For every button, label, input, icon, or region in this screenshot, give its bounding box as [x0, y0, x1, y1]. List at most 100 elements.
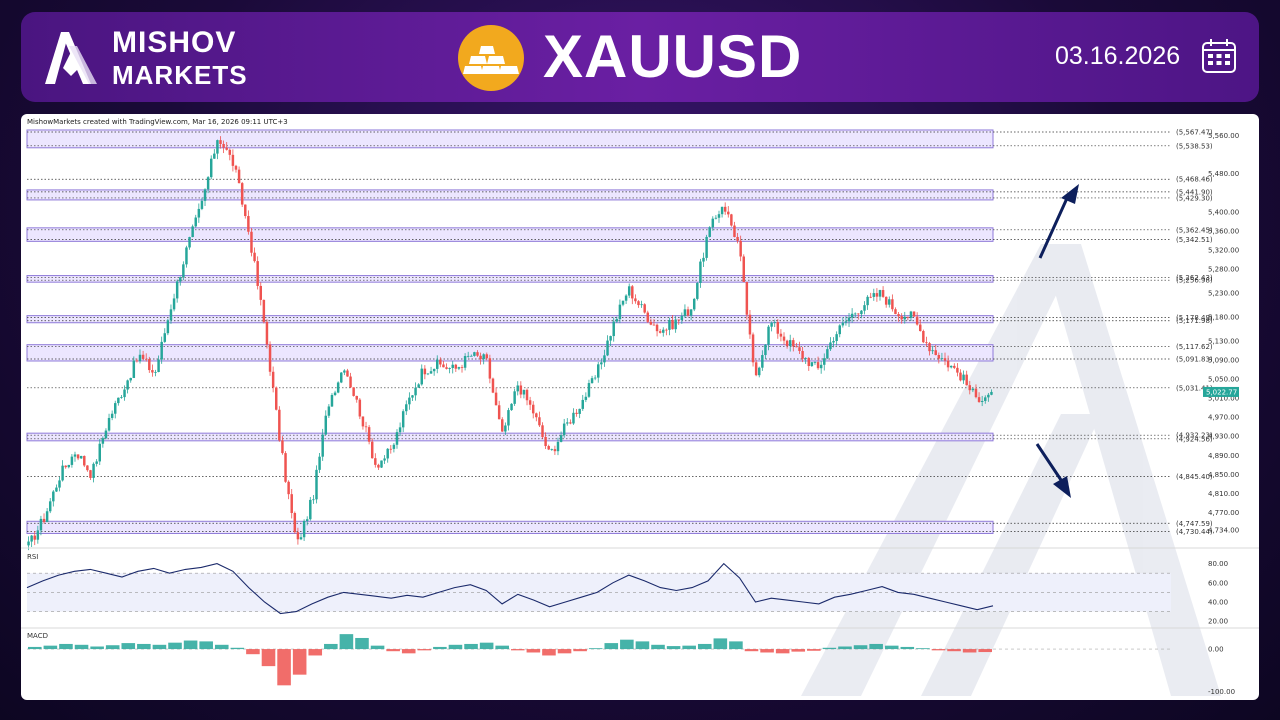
- candle: [240, 181, 244, 208]
- candle: [838, 324, 841, 338]
- candle: [429, 366, 433, 374]
- candle: [544, 432, 547, 450]
- price-tick-label: 5,360.00: [1208, 228, 1239, 236]
- macd-bar: [355, 637, 369, 650]
- price-chart[interactable]: (5,567.47) (5,538.53) (5,468.46) (5,441.90)…: [21, 114, 1259, 700]
- candle: [182, 261, 185, 281]
- macd-bar: [214, 644, 229, 650]
- candle: [284, 451, 287, 483]
- candle: [333, 390, 337, 397]
- candle: [528, 396, 532, 411]
- candle: [231, 149, 235, 172]
- candle: [860, 309, 863, 319]
- candle: [117, 397, 120, 406]
- candle: [872, 288, 876, 301]
- candle: [711, 216, 715, 231]
- macd-bar: [230, 647, 245, 650]
- macd-bar: [853, 645, 868, 650]
- macd-bar: [884, 645, 899, 650]
- sr-zone-6: [26, 432, 994, 442]
- macd-bar: [277, 649, 291, 686]
- candle: [807, 356, 811, 371]
- candle: [931, 345, 934, 355]
- candle: [742, 254, 745, 283]
- candle: [736, 233, 739, 244]
- candle: [727, 206, 730, 218]
- macd-bar: [339, 634, 354, 650]
- candle: [414, 382, 417, 401]
- candle: [581, 394, 584, 411]
- macd-bar: [760, 649, 774, 653]
- macd-bar: [666, 646, 681, 650]
- candle: [894, 307, 897, 315]
- candle: [813, 361, 817, 365]
- macd-bar: [588, 648, 603, 650]
- candle: [764, 344, 767, 360]
- candle: [624, 294, 628, 304]
- candle: [123, 385, 126, 401]
- candle: [835, 331, 838, 346]
- candle: [476, 350, 479, 357]
- candle: [420, 364, 423, 386]
- candle: [76, 454, 80, 461]
- level-label: (5,171.98): [1176, 317, 1213, 325]
- candle: [436, 355, 439, 374]
- candle: [336, 381, 340, 394]
- candle: [634, 294, 637, 304]
- price-tick-label: 4,930.00: [1208, 433, 1239, 441]
- candle: [751, 332, 755, 367]
- candle: [61, 460, 64, 482]
- candle: [377, 463, 380, 471]
- candle: [717, 210, 721, 223]
- candle: [120, 394, 123, 399]
- macd-bar: [511, 649, 525, 651]
- macd-bar: [775, 649, 790, 654]
- candle: [909, 310, 913, 321]
- sr-zone-4: [26, 315, 994, 324]
- candle: [990, 389, 993, 396]
- header-bar: MISHOV MARKETS XAUUSD 03.16.2026: [21, 12, 1259, 102]
- candle: [460, 364, 464, 373]
- candle: [126, 379, 129, 394]
- candle: [408, 392, 411, 410]
- candle: [281, 436, 284, 455]
- level-label: (5,262.43): [1176, 274, 1213, 282]
- candle: [968, 381, 972, 395]
- candle: [169, 304, 173, 324]
- chart-credit: MishowMarkets created with TradingView.c…: [27, 118, 288, 126]
- candle: [148, 356, 151, 373]
- candle: [600, 358, 603, 370]
- rsi-pane: 80.00 60.00 40.00 20.00: [26, 560, 1228, 626]
- candle: [445, 363, 448, 370]
- candle: [714, 215, 718, 220]
- candle: [980, 395, 984, 407]
- price-tick-label: 5,130.00: [1208, 337, 1239, 345]
- candle: [643, 303, 646, 314]
- candle: [234, 164, 238, 173]
- candle: [922, 329, 925, 344]
- candle: [723, 202, 727, 215]
- candle: [98, 438, 101, 465]
- candle: [470, 354, 473, 357]
- macd-bar: [183, 640, 198, 650]
- gold-bars-icon: [458, 25, 524, 91]
- candle: [132, 356, 136, 379]
- candle: [609, 335, 612, 347]
- macd-bar: [526, 649, 541, 653]
- candle: [915, 312, 919, 326]
- candle: [494, 387, 498, 406]
- candle: [33, 531, 36, 546]
- price-tick-label: 4,770.00: [1208, 509, 1239, 517]
- candle: [665, 328, 668, 336]
- price-tick-label: 5,010.00: [1208, 395, 1239, 403]
- candle: [692, 297, 696, 312]
- candle: [754, 359, 758, 377]
- candle: [720, 206, 724, 218]
- candle: [83, 455, 86, 468]
- candle: [101, 436, 105, 448]
- candle: [138, 349, 142, 364]
- macd-bar: [807, 649, 821, 651]
- sr-zone-1: [26, 189, 994, 201]
- mishov-logo-icon: [45, 32, 97, 84]
- candle: [912, 311, 916, 317]
